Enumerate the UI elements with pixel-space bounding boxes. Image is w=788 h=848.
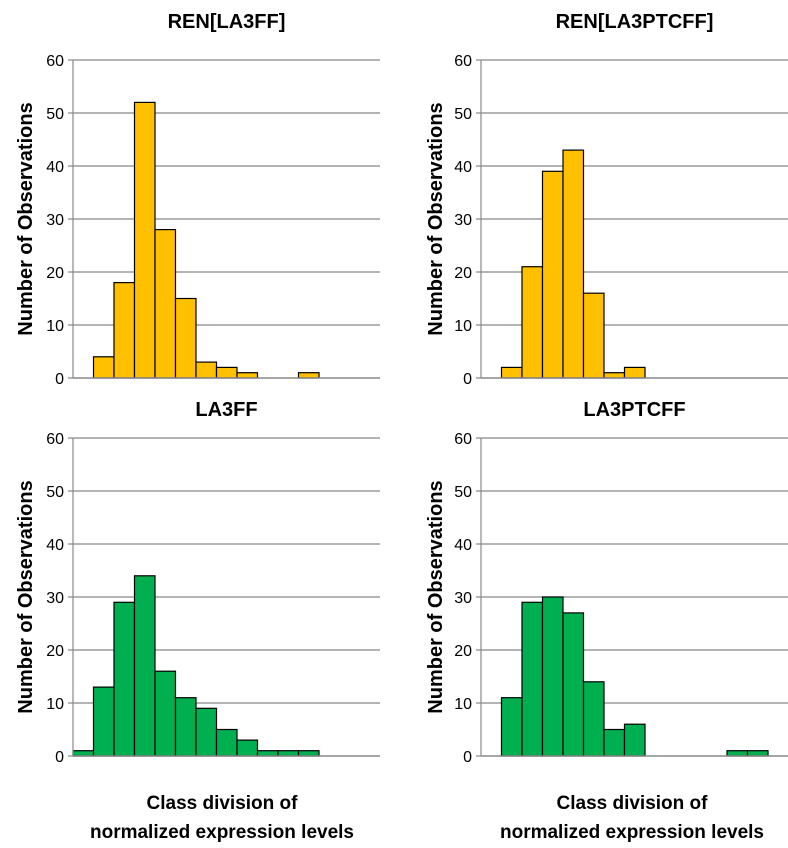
histogram-bar [215,366,238,379]
histogram-bar [72,750,95,757]
histogram-bar [195,361,218,379]
histogram-bar [541,596,564,757]
histogram-bar [236,372,259,379]
y-tick-label: 10 [46,318,64,335]
histogram-bar [297,372,320,379]
y-tick-label: 20 [454,265,472,282]
y-tick-label: 50 [46,106,64,123]
y-tick-label: 0 [463,749,472,766]
histogram-bar [154,229,177,379]
y-axis-label: Number of Observations [15,480,37,713]
histogram-bar [623,366,646,379]
y-tick-label: 40 [46,537,64,554]
histogram-bar [623,723,646,757]
histogram-bar [541,170,564,379]
y-tick-label: 40 [454,159,472,176]
histogram-bar [92,686,115,757]
y-tick-label: 40 [46,159,64,176]
y-tick-label: 50 [46,484,64,501]
histogram-bar [500,366,523,379]
x-axis-label: Class division of normalized expression l… [500,793,764,843]
y-tick-label: 40 [454,537,472,554]
histogram-bar [603,372,626,379]
y-axis-label: Number of Observations [425,480,447,713]
histogram-bar [500,697,523,757]
histogram-bar [92,356,115,379]
y-tick-label: 60 [454,53,472,70]
y-tick-label: 60 [454,431,472,448]
histogram-bar [726,750,749,757]
y-tick-label: 0 [55,749,64,766]
histogram-bar [582,681,605,757]
y-tick-label: 20 [46,265,64,282]
histogram-bar [521,266,544,379]
y-tick-label: 50 [454,106,472,123]
y-tick-label: 10 [46,696,64,713]
chart-title: REN[LA3PTCFF] [556,11,714,33]
y-tick-label: 30 [454,590,472,607]
histogram-bar [133,101,156,379]
histogram-bar [562,149,585,379]
histogram-bar [277,750,300,757]
histogram-panel-2: 0 10 20 30 40 50 60 REN[LA3PTCFF] Number of Obse… [425,11,788,388]
y-tick-label: 20 [46,643,64,660]
chart-title: LA3FF [195,399,257,421]
histogram-bar [133,575,156,757]
y-tick-label: 50 [454,484,472,501]
histogram-bar [154,670,177,757]
y-axis-label: Number of Observations [15,102,37,335]
histogram-bar [603,728,626,757]
histogram-panel-1: 0 10 20 30 40 50 60 REN[LA3FF] Number of Observa… [15,11,380,388]
histogram-bar [174,697,197,757]
chart-title: LA3PTCFF [583,399,685,421]
histogram-bar [582,292,605,379]
histogram-bar [297,750,320,757]
y-tick-label: 30 [46,212,64,229]
y-tick-label: 60 [46,431,64,448]
histogram-bar [236,739,259,757]
y-tick-label: 20 [454,643,472,660]
histogram-bar [562,612,585,757]
histogram-bar [521,601,544,757]
x-axis-label: Class division of normalized expression l… [90,793,354,843]
histogram-bar [256,750,279,757]
histogram-bar [195,707,218,757]
chart-title: REN[LA3FF] [168,11,286,33]
histogram-panel-4: 0 10 20 30 40 50 60 LA3PTCFF Number of Observati… [425,399,788,843]
y-tick-label: 0 [463,371,472,388]
y-tick-label: 30 [46,590,64,607]
histogram-bar [746,750,769,757]
y-tick-label: 0 [55,371,64,388]
histogram-panel-3: 0 10 20 30 40 50 60 LA3FF Number of Observations… [15,399,380,843]
y-tick-label: 10 [454,696,472,713]
y-tick-label: 60 [46,53,64,70]
histogram-bar [215,728,238,757]
histogram-bar [113,282,136,379]
y-tick-label: 10 [454,318,472,335]
y-tick-label: 30 [454,212,472,229]
histogram-bar [113,601,136,757]
y-axis-label: Number of Observations [425,102,447,335]
histogram-bar [174,297,197,379]
